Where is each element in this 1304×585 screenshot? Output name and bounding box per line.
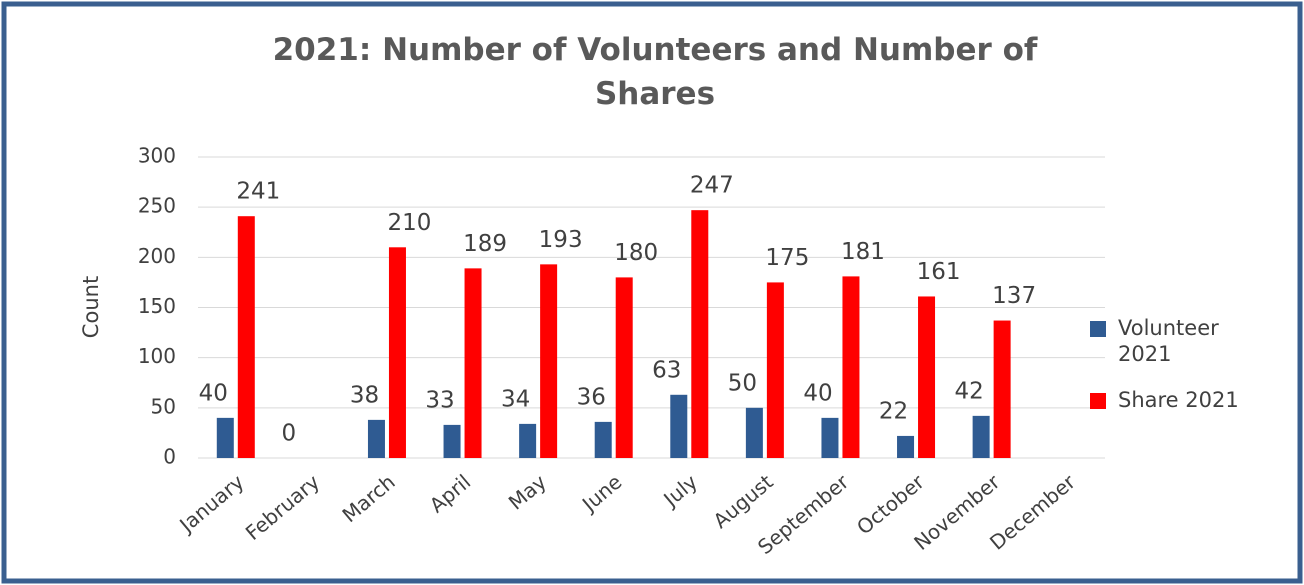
data-label: 40 [199, 380, 228, 406]
data-label: 210 [388, 210, 432, 236]
legend-swatch [1090, 321, 1106, 337]
y-tick-label: 100 [138, 344, 176, 368]
bar [842, 276, 860, 458]
bar [540, 264, 558, 458]
legend-item: Share 2021 [1090, 387, 1248, 413]
data-label: 33 [425, 387, 454, 413]
chart-title: 2021: Number of Volunteers and Number of… [272, 32, 1038, 112]
data-label: 22 [879, 398, 908, 424]
bar [897, 435, 915, 458]
data-label: 247 [690, 173, 734, 199]
bar [216, 417, 234, 458]
data-label: 50 [728, 370, 757, 396]
title-box: 2021: Number of Volunteers and Number of… [272, 32, 1038, 112]
y-tick-label: 250 [138, 194, 176, 218]
bar [367, 419, 385, 458]
data-label: 175 [765, 245, 809, 271]
y-tick-label: 50 [151, 394, 176, 418]
y-axis-label: Count [79, 276, 103, 338]
y-tick-label: 0 [163, 445, 176, 469]
legend-label: Volunteer 2021 [1118, 316, 1219, 366]
legend-label: Share 2021 [1118, 388, 1239, 412]
data-label: 36 [577, 384, 606, 410]
data-label: 0 [282, 421, 297, 447]
y-tick-label: 150 [138, 294, 176, 318]
bar [670, 394, 688, 458]
data-label: 40 [803, 380, 832, 406]
data-label: 63 [652, 357, 681, 383]
bar [993, 320, 1011, 458]
data-label: 193 [539, 227, 583, 253]
bar [594, 421, 612, 458]
data-label: 161 [917, 259, 961, 285]
data-label: 38 [350, 382, 379, 408]
bar [972, 415, 990, 458]
data-label: 181 [841, 239, 885, 265]
bar [691, 210, 709, 458]
bar [615, 277, 633, 458]
data-label: 137 [992, 283, 1036, 309]
legend-swatch [1090, 393, 1106, 409]
legend-item: Volunteer 2021 [1090, 315, 1248, 367]
bar [464, 268, 482, 458]
bar [519, 423, 537, 458]
legend: Volunteer 2021 Share 2021 [1090, 315, 1260, 433]
data-label: 189 [463, 231, 507, 257]
data-label: 34 [501, 386, 530, 412]
bar [918, 296, 936, 458]
data-label: 42 [954, 378, 983, 404]
y-tick-label: 200 [138, 244, 176, 268]
bar [237, 216, 255, 458]
data-label: 241 [236, 179, 280, 205]
data-label: 180 [614, 240, 658, 266]
bar [443, 424, 461, 458]
y-tick-label: 300 [138, 144, 176, 168]
bar [745, 407, 763, 458]
bar [388, 247, 406, 458]
bar [821, 417, 839, 458]
bar [766, 282, 784, 458]
